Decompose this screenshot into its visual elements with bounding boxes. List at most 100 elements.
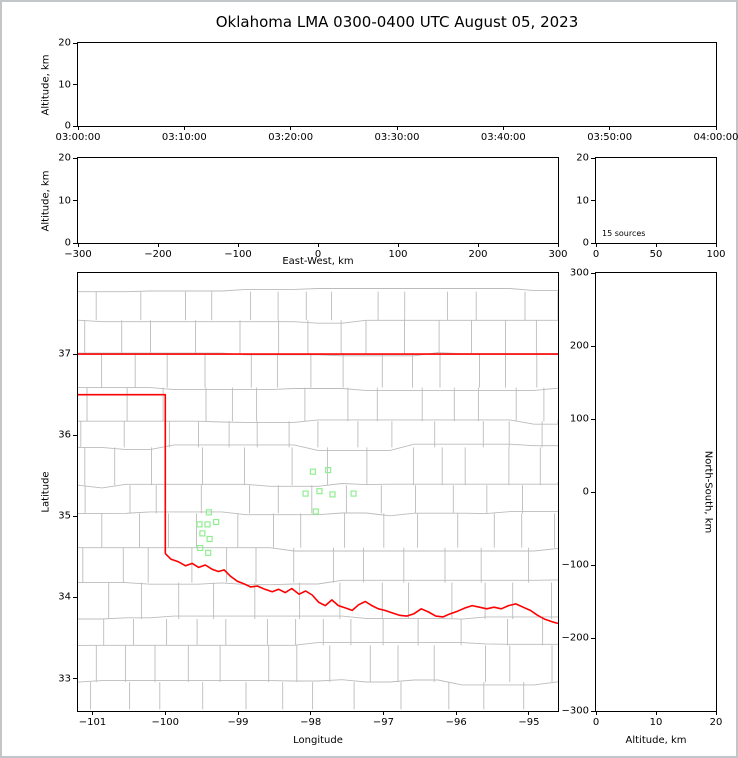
y-tick-label: 10 [576,195,589,206]
x-tick-mark [310,711,312,715]
x-tick-label: −101 [78,717,107,728]
lma-source-point [316,488,323,495]
x-tick-label: 100 [706,249,726,260]
x-tick-mark [595,711,597,715]
lma-source-point [302,490,309,497]
x-tick-label: 0 [314,249,322,260]
y-tick-label: 200 [569,340,589,352]
lma-source-point [325,467,332,474]
y-tick-mark [591,637,595,639]
x-tick-label: 03:20:00 [268,132,314,143]
x-tick-mark [183,126,185,130]
y-tick-mark [591,710,595,712]
county-boundaries [78,288,558,710]
x-tick-label: −100 [151,717,179,728]
y-tick-label: 20 [58,37,71,49]
y-tick-mark [73,596,77,598]
x-tick-mark [528,711,530,715]
figure-title: Oklahoma LMA 0300-0400 UTC August 05, 20… [215,13,579,31]
lma-source-point [329,491,336,498]
lma-source-point [206,535,213,543]
x-tick-mark [455,711,457,715]
y-tick-label: 300 [569,267,589,279]
x-tick-mark [715,711,717,715]
x-tick-label: 03:50:00 [587,132,633,143]
x-tick-label: 200 [468,249,488,260]
time-altitude-panel: Altitude, km 03:00:00 03:10:00 03:20:00 03:… [41,38,738,144]
y-tick-label: 100 [569,413,589,425]
plan-view-map-panel: Latitude Longitude −101 −100 −99 −98 −97 −96 −… [41,272,559,746]
y-tick-label: −100 [561,559,589,571]
x-tick-mark [317,243,319,247]
x-tick-mark [655,243,657,247]
x-tick-mark [77,243,79,247]
y-tick-label: 33 [58,673,71,685]
x-tick-mark [237,243,239,247]
x-tick-label: 0 [592,717,600,728]
y-tick-mark [73,678,77,680]
y-tick-label: 10 [58,195,71,206]
y-tick-mark [73,200,77,201]
x-tick-mark [715,126,717,130]
y-tick-label: 34 [58,591,71,603]
lma-source-point [309,468,316,475]
lma-source-point [205,509,212,516]
x-tick-mark [557,243,559,247]
lma-source-point [205,549,212,556]
y-tick-label: 37 [58,348,71,360]
y-tick-label: 0 [582,486,589,498]
oklahoma-state-border [78,353,558,625]
x-tick-label: 03:10:00 [161,132,207,143]
y-tick-label: −300 [561,705,589,717]
x-tick-label: −97 [372,717,395,728]
x-tick-label: −100 [224,249,252,260]
y-tick-mark [591,491,595,493]
y-tick-label: 20 [58,152,71,164]
x-tick-label: 100 [388,249,408,260]
y-tick-mark [73,84,77,85]
x-tick-mark [715,243,717,247]
y-tick-mark [591,157,595,159]
eastwest-altitude-panel: Altitude, km East-West, km −300 −200 −100 0… [41,153,568,268]
map-xlabel: Longitude [293,735,343,746]
y-tick-mark [73,42,77,44]
x-tick-label: 03:40:00 [480,132,526,143]
x-tick-label: 20 [709,717,723,728]
x-tick-mark [595,243,597,247]
y-tick-mark [591,345,595,347]
lma-sources [196,467,357,556]
map-canvas [78,288,558,710]
x-tick-label: 10 [649,717,663,728]
y-tick-mark [591,272,595,274]
x-tick-mark [164,711,166,715]
y-tick-mark [591,200,595,201]
altitude-histogram-panel: 15 sources 0 50 100 0 10 20 [576,153,725,261]
x-tick-mark [502,126,504,130]
x-tick-mark [655,711,657,715]
x-tick-label: −200 [144,249,172,260]
x-tick-label: 50 [649,249,663,260]
x-tick-label: 03:30:00 [374,132,420,143]
northsouth-altitude-panel: North-South, km Altitude, km 0 10 20 300 200… [562,268,723,747]
source-count-annotation: 15 sources [602,229,646,238]
lma-source-point [199,530,206,537]
y-tick-mark [73,434,77,436]
y-tick-mark [591,418,595,420]
y-tick-label: 36 [58,429,71,441]
x-tick-mark [290,126,292,130]
y-tick-mark [73,125,77,127]
lma-source-point [204,521,211,528]
x-tick-label: −300 [64,249,92,260]
lma-source-point [213,518,220,526]
x-tick-mark [157,243,159,247]
x-tick-label: 04:00:00 [693,132,738,143]
x-tick-mark [77,126,79,130]
y-tick-label: 0 [64,237,71,249]
y-tick-mark [591,242,595,244]
ew-panel-xlabel: East-West, km [282,256,354,267]
x-tick-label: −96 [445,717,467,728]
x-tick-mark [382,711,384,715]
x-tick-mark [237,711,239,715]
y-tick-mark [591,564,595,566]
